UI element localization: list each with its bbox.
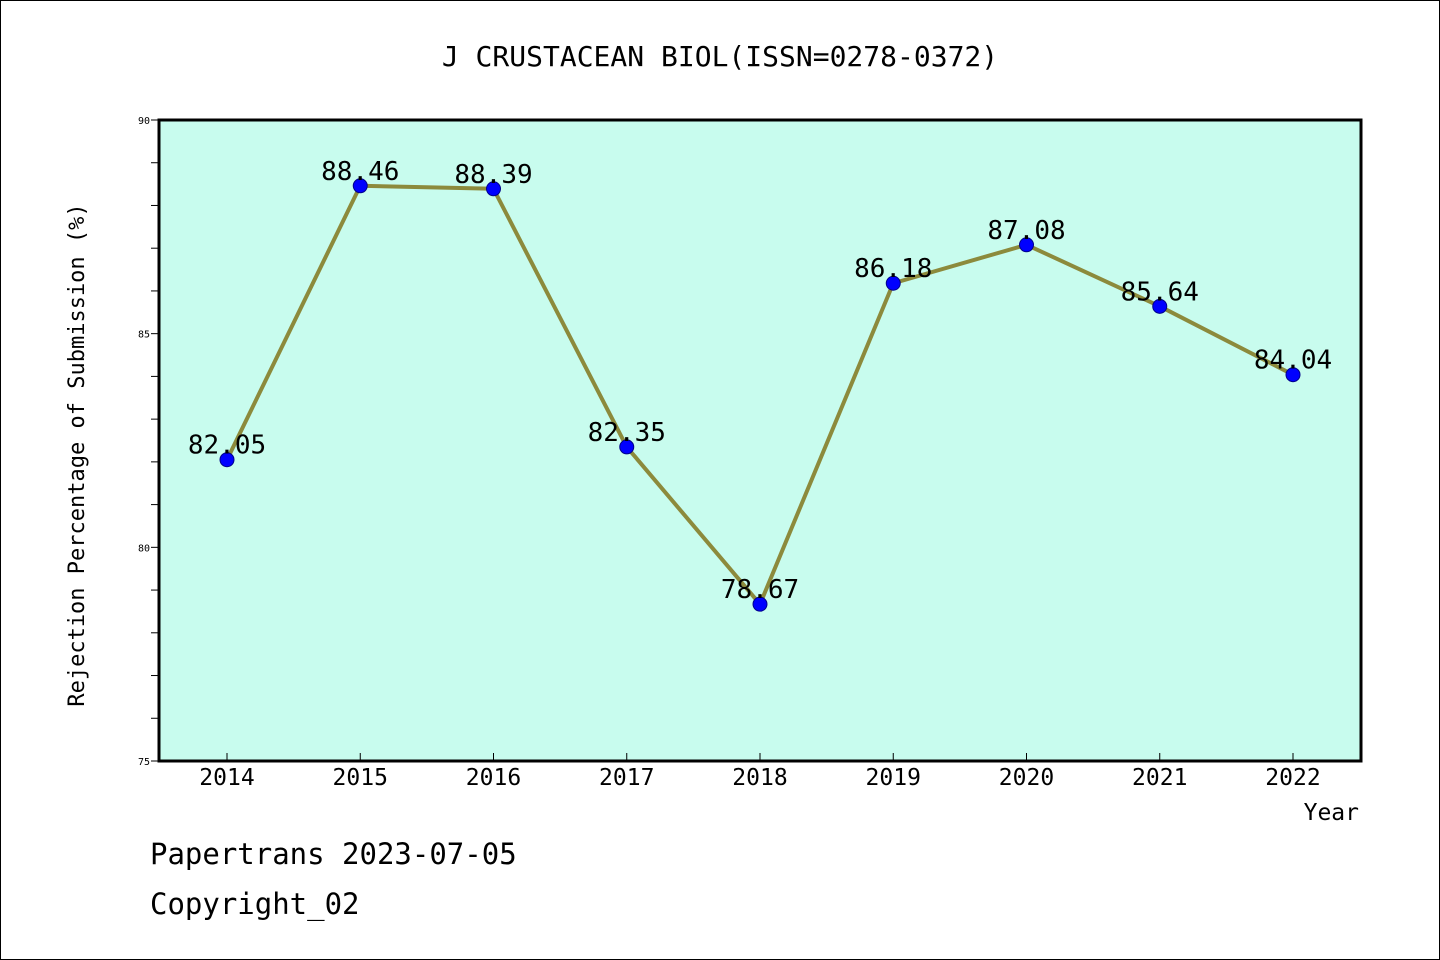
data-label: 82.35 <box>588 418 666 448</box>
x-tick-label: 2016 <box>466 765 521 791</box>
y-axis: 75 80 85 90 <box>138 116 159 768</box>
data-point <box>619 439 635 455</box>
x-tick-label: 2017 <box>599 765 654 791</box>
data-label: 85.64 <box>1121 277 1199 307</box>
x-tick-label: 2022 <box>1265 765 1320 791</box>
data-point <box>352 178 368 194</box>
data-point <box>885 275 901 291</box>
x-tick-label: 2019 <box>866 765 921 791</box>
y-axis-title: Rejection Percentage of Submission (%) <box>65 203 90 706</box>
x-axis: 2014 2015 2016 2017 2018 2019 2020 2021 2022 <box>199 753 1321 791</box>
data-label: 88.39 <box>454 160 532 190</box>
data-point <box>752 596 768 612</box>
x-axis-title: Year <box>1304 800 1359 826</box>
data-label: 78.67 <box>721 575 799 605</box>
markers-group <box>219 178 1301 612</box>
plot-area <box>157 118 1363 763</box>
data-label: 88.46 <box>321 157 399 187</box>
y-tick-label: 90 <box>138 116 150 127</box>
data-point <box>486 181 501 197</box>
x-tick-label: 2014 <box>199 765 254 791</box>
y-tick-label: 85 <box>138 330 150 341</box>
y-tick-label: 80 <box>138 543 150 554</box>
data-label: 87.08 <box>987 216 1065 246</box>
data-label: 82.05 <box>188 431 266 461</box>
y-tick-label: 75 <box>138 757 150 768</box>
data-point <box>1152 298 1168 314</box>
footer-copyright: Copyright_02 <box>150 887 360 922</box>
data-point <box>1019 237 1034 253</box>
data-label: 84.04 <box>1254 346 1332 376</box>
x-tick-label: 2021 <box>1132 765 1187 791</box>
data-point <box>1285 367 1301 383</box>
data-labels-group: 82.05 88.46 88.39 82.35 78.67 86.18 87.08 85.64… <box>188 157 1332 605</box>
data-point <box>219 452 235 468</box>
data-label: 86.18 <box>854 254 932 284</box>
chart-title: J CRUSTACEAN BIOL(ISSN=0278-0372) <box>442 40 998 73</box>
x-tick-label: 2020 <box>999 765 1054 791</box>
x-tick-label: 2018 <box>732 765 787 791</box>
x-tick-label: 2015 <box>333 765 388 791</box>
footer-date: Papertrans 2023-07-05 <box>150 837 517 871</box>
